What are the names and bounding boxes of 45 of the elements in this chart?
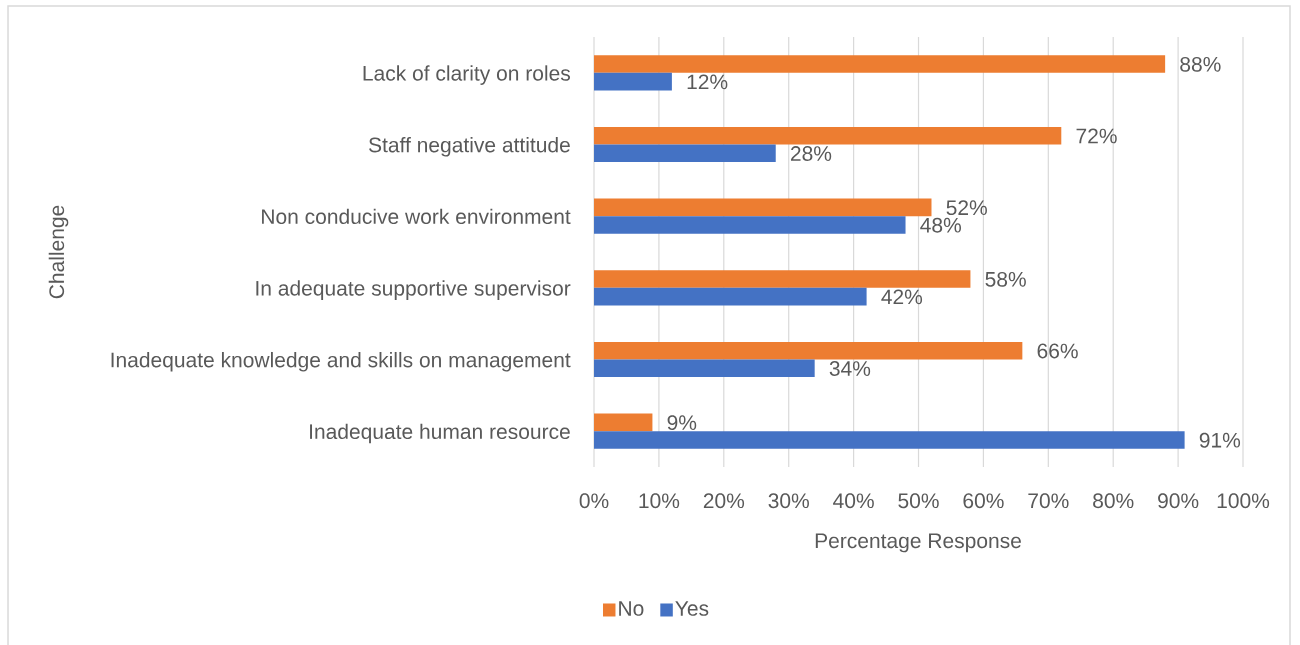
data-label: 9% <box>667 415 697 431</box>
x-tick-label: 80% <box>1093 493 1134 509</box>
y-tick-label: Inadequate human resource <box>310 423 570 444</box>
data-label: 52% <box>946 200 987 216</box>
x-tick-label: 40% <box>833 493 874 509</box>
bar <box>594 341 1023 360</box>
y-tick-label: In adequate supportive supervisor <box>256 280 571 300</box>
data-label: 12% <box>687 74 728 90</box>
x-tick-label: 50% <box>898 493 939 509</box>
y-tick-label: Inadequate knowledge and skills on management <box>111 351 571 372</box>
bar <box>594 413 653 432</box>
legend-label: Yes <box>675 601 709 616</box>
bar <box>594 198 932 217</box>
bar <box>594 270 971 288</box>
data-label: 88% <box>1180 56 1221 72</box>
x-tick-label: 90% <box>1158 493 1199 509</box>
y-tick-label: Non conducive work environment <box>262 208 571 225</box>
bar <box>594 55 1166 73</box>
y-tick-label: Staff negative attitude <box>369 136 570 157</box>
x-tick-label: 70% <box>1028 493 1069 509</box>
bar <box>594 126 1062 145</box>
x-tick-label: 0% <box>579 493 609 509</box>
data-label: 91% <box>1199 432 1241 448</box>
x-tick-label: 10% <box>639 493 680 509</box>
x-axis-title: Percentage Response <box>815 533 1021 553</box>
data-label: 58% <box>985 271 1026 287</box>
y-axis-title: Challenge <box>48 205 69 299</box>
x-tick-label: 20% <box>703 493 745 509</box>
data-label: 66% <box>1037 343 1078 359</box>
data-label: 48% <box>920 217 962 233</box>
data-label: 28% <box>790 146 832 161</box>
bar <box>594 359 815 378</box>
bar <box>594 72 672 91</box>
data-label: 34% <box>829 361 871 376</box>
bar <box>594 216 906 234</box>
x-tick-label: 100% <box>1217 493 1270 509</box>
bar <box>594 144 776 163</box>
bar <box>594 431 1185 449</box>
data-label: 42% <box>881 289 923 305</box>
y-tick-label: Lack of clarity on roles <box>363 65 571 85</box>
x-tick-label: 30% <box>768 493 809 509</box>
bar <box>594 287 867 306</box>
x-tick-label: 60% <box>963 493 1004 509</box>
data-label: 72% <box>1076 128 1117 144</box>
legend-label: No <box>619 601 644 616</box>
